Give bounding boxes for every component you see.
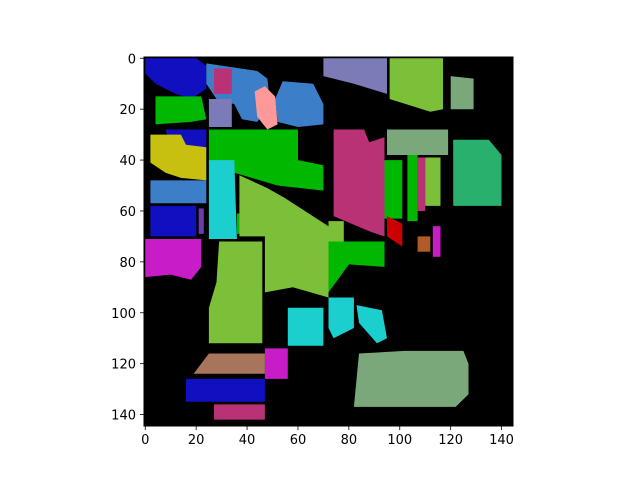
y-tick-label: 80 [119,256,136,271]
class-region [254,86,278,130]
y-axis-ticks: 0 20 40 60 80 100 120 140 [111,52,144,424]
x-tick-label: 100 [387,433,412,448]
y-tick-label: 100 [111,307,136,322]
class-region [432,226,441,257]
y-tick-label: 140 [111,409,136,424]
class-region [323,58,387,94]
class-region [417,157,426,211]
y-tick-label: 0 [128,52,136,67]
x-tick-label: 40 [239,433,256,448]
y-tick-label: 120 [111,358,136,373]
class-region [198,208,204,234]
class-region [333,129,385,237]
class-region [453,139,502,206]
class-regions [145,58,502,420]
class-region [417,236,431,252]
class-region [145,239,202,280]
class-region [328,241,385,293]
x-tick-label: 80 [341,433,358,448]
class-region [150,134,207,181]
class-region [387,129,449,155]
class-region [353,350,469,407]
class-region [208,129,324,191]
x-tick-label: 20 [188,433,205,448]
class-region [356,305,387,344]
class-region [193,353,265,374]
class-region [145,58,207,99]
class-region [208,99,232,127]
y-tick-label: 40 [119,154,136,169]
class-region [186,378,265,402]
class-region [450,76,474,110]
class-region [155,96,207,125]
class-region [387,216,403,247]
class-region [328,221,344,242]
x-tick-label: 120 [438,433,463,448]
class-region [264,348,288,379]
class-region [425,157,441,206]
class-region [150,205,197,237]
class-region [208,241,263,344]
x-tick-label: 60 [290,433,307,448]
class-region [287,307,324,346]
class-region [208,160,237,239]
class-region [407,155,418,222]
class-region [214,404,265,420]
class-region [239,175,329,298]
plot-area [143,56,514,427]
class-region [328,297,354,339]
x-axis-ticks: 0 20 40 60 80 100 120 140 [141,426,514,448]
y-tick-label: 20 [119,103,136,118]
class-region [275,81,324,127]
x-tick-label: 0 [141,433,149,448]
y-tick-label: 60 [119,205,136,220]
class-region [384,160,403,219]
class-region [214,68,232,94]
class-region [150,180,207,204]
x-tick-label: 140 [489,433,514,448]
class-region [389,58,443,112]
axes-frame [143,56,514,427]
